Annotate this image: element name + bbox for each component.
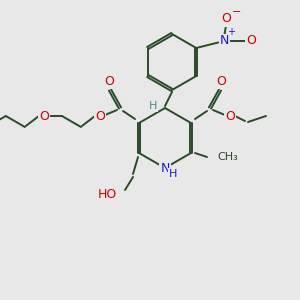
Text: O: O bbox=[216, 76, 226, 88]
Text: O: O bbox=[95, 110, 105, 122]
Text: +: + bbox=[227, 27, 235, 37]
Text: O: O bbox=[225, 110, 235, 122]
Text: N: N bbox=[220, 34, 229, 47]
Text: O: O bbox=[39, 110, 49, 122]
Text: HO: HO bbox=[98, 188, 117, 202]
Text: O: O bbox=[246, 34, 256, 47]
Text: H: H bbox=[149, 101, 157, 111]
Text: O: O bbox=[221, 13, 231, 26]
Text: CH₃: CH₃ bbox=[217, 152, 238, 162]
Text: −: − bbox=[232, 7, 241, 17]
Text: N: N bbox=[160, 161, 170, 175]
Text: H: H bbox=[169, 169, 177, 179]
Text: O: O bbox=[104, 76, 114, 88]
